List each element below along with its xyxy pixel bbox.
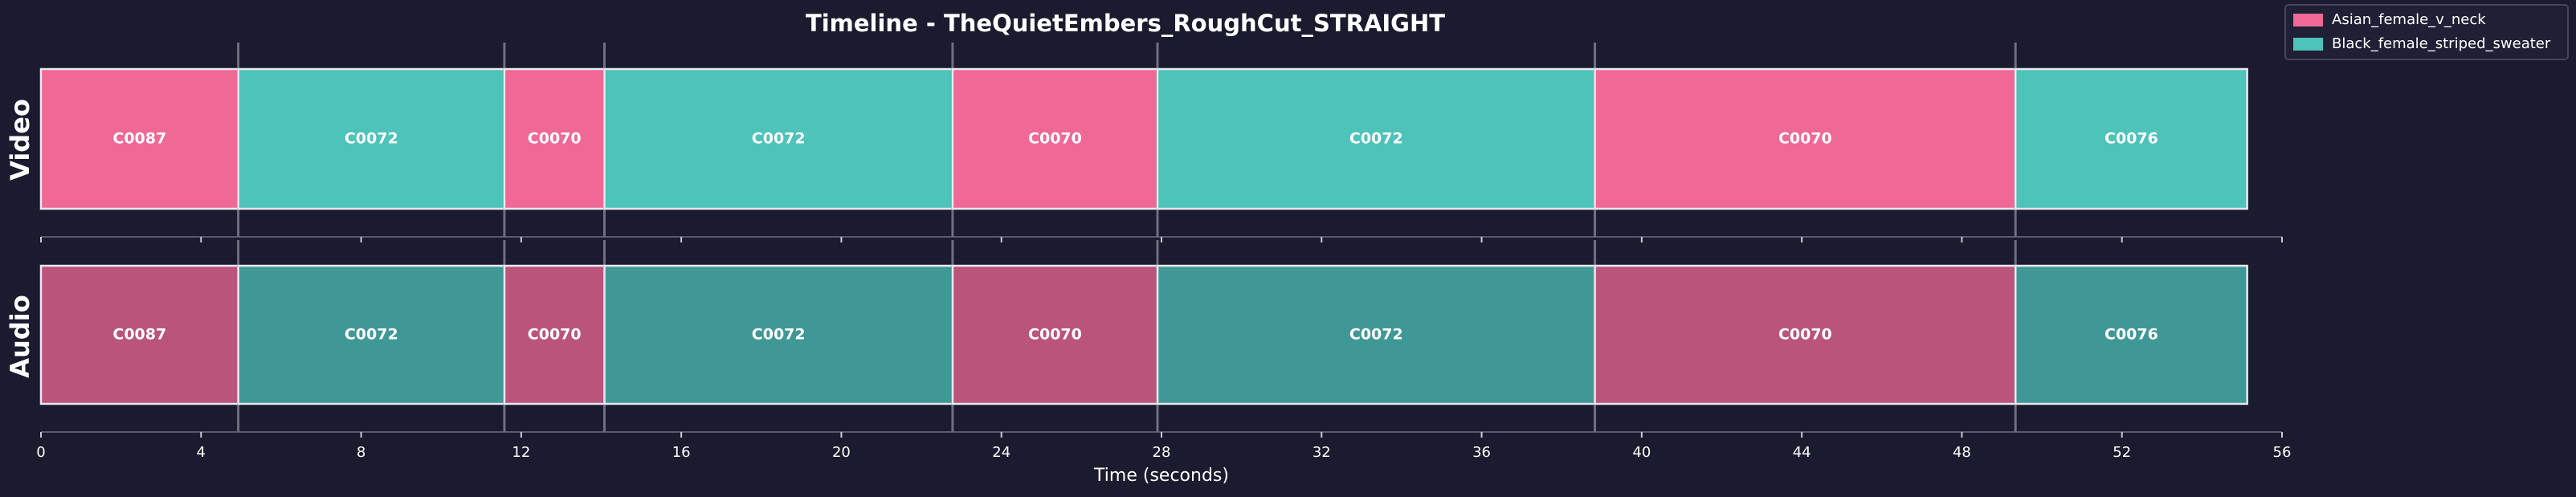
clip-label: C0070	[528, 326, 582, 344]
clip-block	[951, 264, 1159, 405]
clip-block	[39, 264, 239, 405]
x-tick-label: 20	[832, 444, 851, 461]
clip-block	[237, 67, 506, 210]
x-tick-label: 4	[197, 444, 206, 461]
clip-label: C0087	[112, 326, 166, 344]
x-axis-label: Time (seconds)	[1093, 466, 1229, 486]
clip-label: C0087	[112, 130, 166, 148]
clip-block	[1156, 264, 1596, 405]
clip-block	[1594, 264, 2017, 405]
x-tick-label: 56	[2273, 444, 2292, 461]
x-tick-label: 0	[36, 444, 45, 461]
x-tick-label: 52	[2113, 444, 2131, 461]
clip-label: C0070	[528, 130, 582, 148]
clip-label: C0070	[1778, 326, 1832, 344]
clip-block	[1156, 67, 1596, 210]
x-tick-label: 48	[1953, 444, 1971, 461]
clip-label: C0070	[1778, 130, 1832, 148]
clip-block	[503, 264, 606, 405]
x-tick-label: 12	[512, 444, 530, 461]
legend-swatch	[2293, 14, 2323, 26]
x-tick-label: 36	[1472, 444, 1491, 461]
legend-box	[2284, 4, 2569, 60]
clip-block	[603, 264, 954, 405]
clip-block	[2014, 67, 2248, 210]
legend-label: Asian_female_v_neck	[2332, 11, 2486, 28]
x-tick-label: 40	[1632, 444, 1651, 461]
clip-block	[2014, 264, 2248, 405]
x-tick-label: 8	[357, 444, 365, 461]
clip-block	[603, 67, 954, 210]
x-tick-label: 16	[672, 444, 691, 461]
clip-label: C0070	[1028, 130, 1082, 148]
clip-label: C0076	[2104, 130, 2158, 148]
clip-block	[237, 264, 506, 405]
clip-label: C0072	[752, 326, 806, 344]
clip-label: C0072	[752, 130, 806, 148]
clip-label: C0076	[2104, 326, 2158, 344]
clip-label: C0072	[345, 326, 398, 344]
track-label: Audio	[5, 295, 35, 377]
legend-swatch	[2293, 38, 2323, 51]
chart-title: Timeline - TheQuietEmbers_RoughCut_STRAI…	[806, 10, 1445, 37]
clip-label: C0070	[1028, 326, 1082, 344]
x-tick-label: 24	[992, 444, 1010, 461]
legend-label: Black_female_striped_sweater	[2332, 35, 2551, 52]
track-label: Video	[5, 99, 35, 181]
x-tick-label: 44	[1793, 444, 1811, 461]
x-tick-label: 32	[1312, 444, 1331, 461]
x-tick-label: 28	[1153, 444, 1171, 461]
clip-block	[39, 67, 239, 210]
clip-label: C0072	[345, 130, 398, 148]
clip-label: C0072	[1349, 130, 1403, 148]
clip-label: C0072	[1349, 326, 1403, 344]
clip-block	[1594, 67, 2017, 210]
